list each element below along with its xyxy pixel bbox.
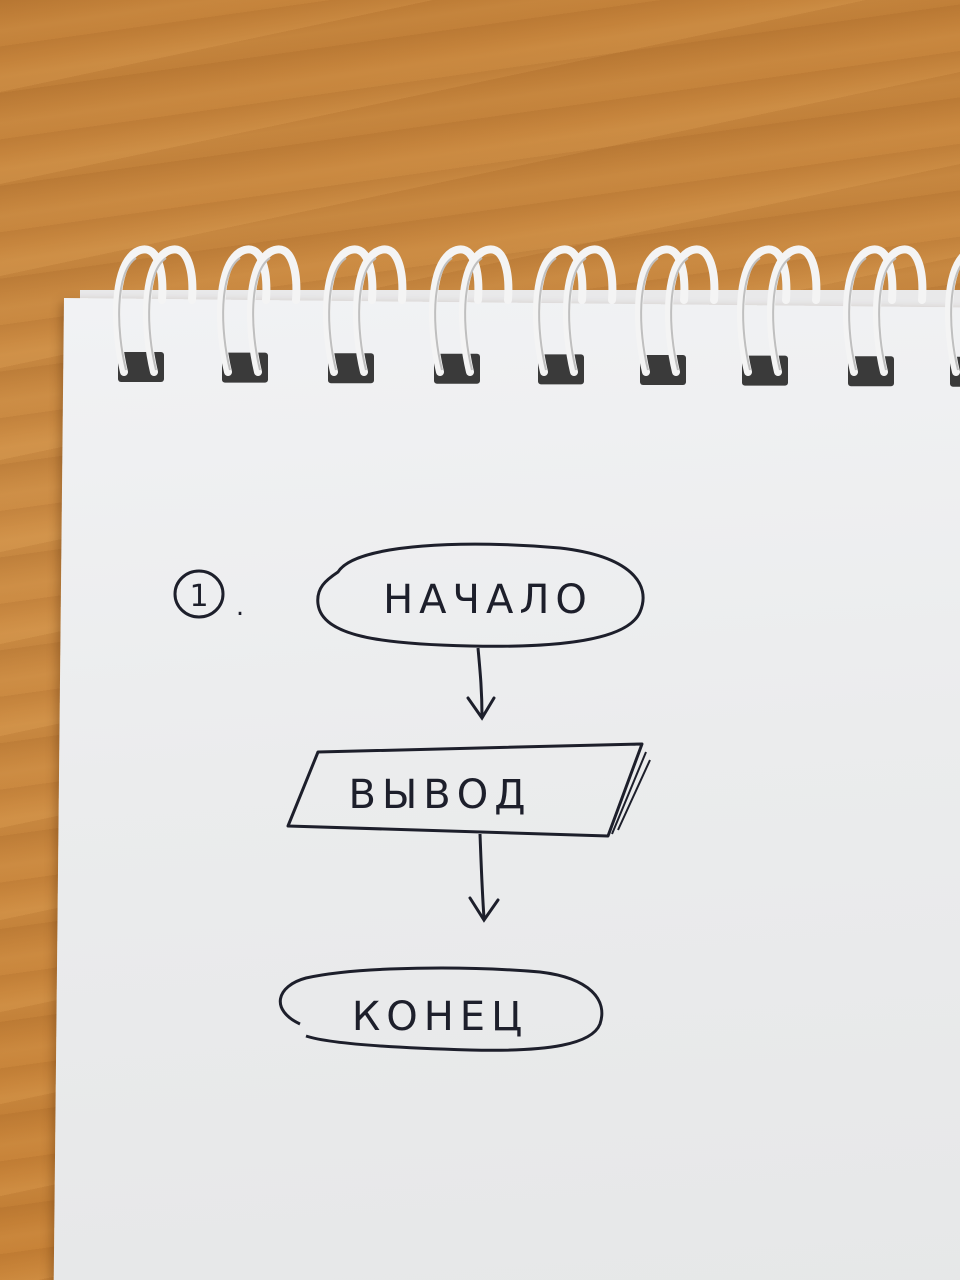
arrow-line	[476, 647, 484, 717]
step-number-label: 1	[189, 579, 208, 614]
spiral-ring-shade	[118, 257, 137, 371]
spiral-ring-shade	[148, 257, 167, 371]
output-label: ВЫВОД	[349, 772, 532, 818]
spiral-ring-shade	[950, 265, 960, 371]
output-parallelogram-shape	[286, 742, 644, 838]
spiral-ring-shade	[434, 257, 453, 371]
edge-start-to-output	[466, 647, 496, 721]
spiral-ring-shade	[742, 257, 761, 371]
spiral-ring	[352, 245, 407, 376]
start-label: НАЧАЛО	[383, 577, 593, 623]
spiral-ring	[736, 245, 791, 376]
spiral-ring	[216, 245, 271, 376]
spiral-ring-shade	[670, 257, 689, 371]
end-label: КОНЕЦ	[352, 994, 528, 1040]
spiral-ring-shade	[464, 257, 483, 371]
spiral-ring-shade	[328, 257, 347, 371]
spiral-ring-shade	[538, 257, 557, 371]
spiral-ring-shade	[568, 257, 587, 371]
node-output: ВЫВОД	[286, 742, 651, 838]
output-shape-overstroke	[611, 751, 651, 835]
spiral-ring	[562, 245, 617, 376]
spiral-ring-shade	[252, 257, 271, 371]
spiral-ring	[842, 245, 897, 376]
spiral-ring-shade	[222, 257, 241, 371]
spiral-ring	[872, 245, 927, 376]
node-start: НАЧАЛО	[316, 542, 645, 648]
spiral-ring-shade	[640, 257, 659, 371]
spiral-ring	[458, 245, 513, 376]
spiral-ring	[766, 245, 821, 376]
spiral-ring	[428, 245, 483, 376]
spiral-ring-shade	[848, 257, 867, 371]
edge-output-to-end	[468, 833, 500, 923]
spiral-ring	[532, 245, 587, 376]
step-number-circle	[173, 569, 225, 619]
step-number: 1 .	[173, 569, 244, 622]
spiral-ring	[246, 245, 301, 376]
end-terminator-shape	[279, 966, 604, 1052]
spiral-ring	[142, 245, 197, 376]
spiral-ring	[112, 245, 167, 376]
spiral-ring-shade	[358, 257, 377, 371]
arrow-head-icon	[468, 896, 500, 923]
spiral-ring-shade	[878, 257, 897, 371]
start-terminator-shape	[316, 542, 645, 648]
spiral-ring	[664, 245, 719, 376]
arrow-line	[478, 833, 486, 919]
spiral-ring	[944, 253, 960, 376]
spiral-ring-shade	[772, 257, 791, 371]
step-number-dot: .	[236, 592, 244, 622]
spiral-ring	[634, 245, 689, 376]
arrow-head-icon	[466, 696, 496, 721]
spiral-ring	[322, 245, 377, 376]
node-end: КОНЕЦ	[279, 966, 604, 1052]
